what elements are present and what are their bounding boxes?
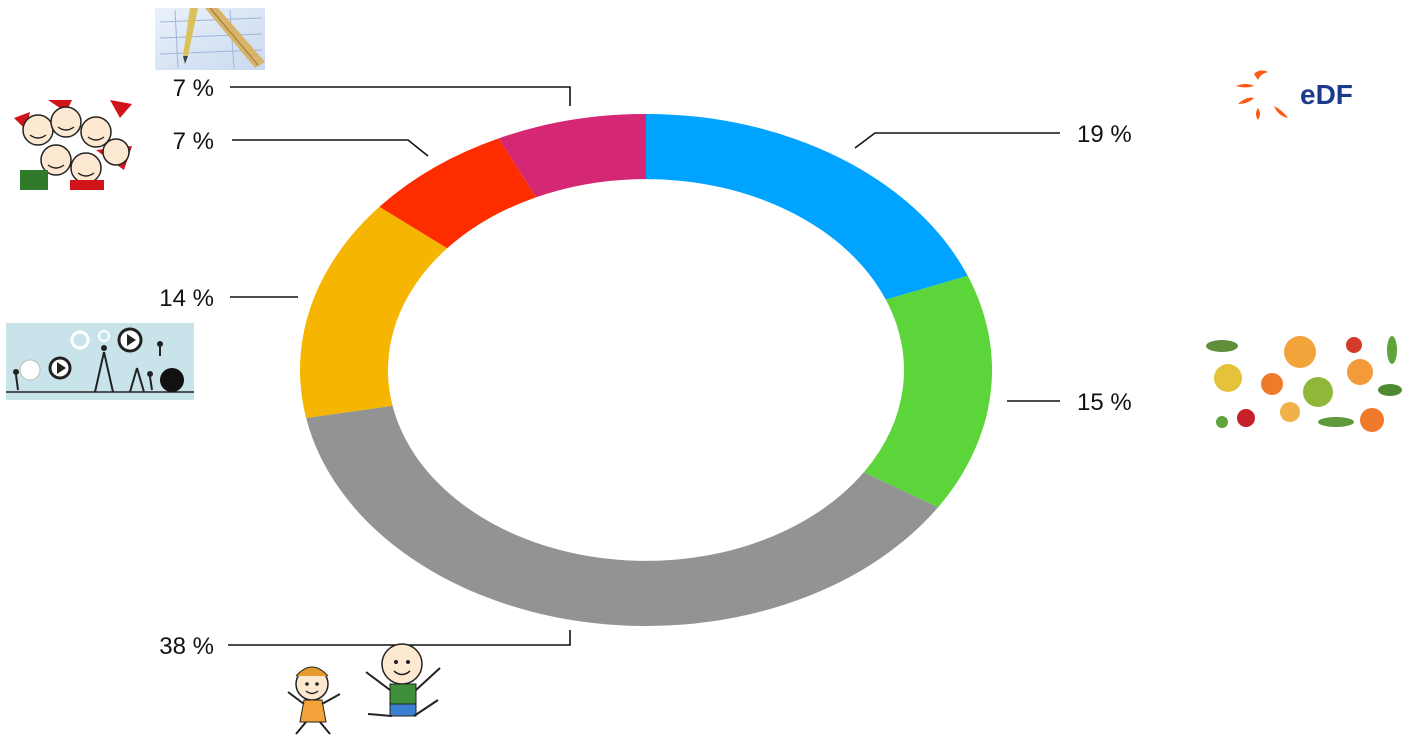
slice-label-0: 19 % <box>1077 121 1132 148</box>
ruler-pencil-blueprint-icon <box>155 7 265 70</box>
slice-label-3: 14 % <box>159 285 214 312</box>
slice-label-4: 7 % <box>173 128 214 155</box>
edf-wordmark: eDF <box>1300 79 1353 110</box>
santa-crowd-icon <box>14 100 134 190</box>
donut-slice-0 <box>646 113 968 300</box>
donut-slice-1 <box>863 275 992 508</box>
donut-slice-2 <box>306 405 939 627</box>
donut-slice-5 <box>498 113 646 198</box>
children-icon <box>287 643 441 735</box>
fruits-vegetables-icon <box>1204 336 1410 432</box>
slice-label-2: 38 % <box>159 633 214 660</box>
slice-label-1: 15 % <box>1077 389 1132 416</box>
donut-slice-4 <box>379 138 537 249</box>
slice-label-5: 7 % <box>173 75 214 102</box>
donut-slices <box>300 113 992 627</box>
leader-line-slice-0 <box>854 132 1060 149</box>
leader-line-slice-5 <box>230 86 571 106</box>
leader-line-slice-2 <box>228 630 571 646</box>
edf-logo: eDF <box>1236 70 1353 120</box>
donut-slice-3 <box>300 206 448 418</box>
leader-lines <box>228 86 1060 646</box>
slice-labels: 19 % 15 % 38 % 14 % 7 % 7 % <box>159 75 1131 660</box>
leader-line-slice-4 <box>232 139 429 157</box>
edf-sun-icon <box>1236 70 1288 120</box>
gears-workers-icon <box>6 323 194 400</box>
